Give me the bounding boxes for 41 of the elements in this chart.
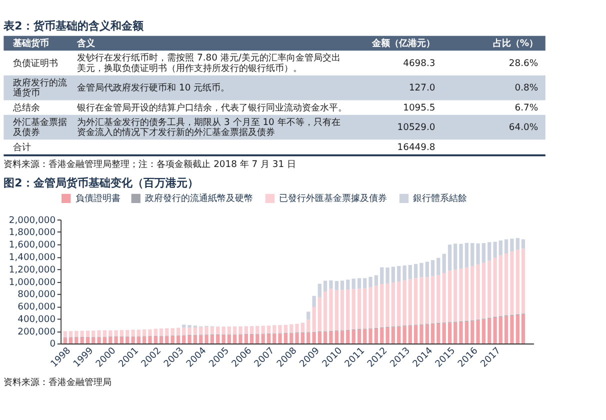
text: 表2：货币基础的含义和金额 — [2, 20, 144, 33]
y-tick-label: 600,000 — [18, 302, 56, 313]
text: 占比（%） — [492, 38, 538, 50]
text: 0.8% — [514, 82, 538, 94]
legend-label: 銀行體系結餘 — [413, 193, 468, 204]
text: 10529.0 — [397, 122, 436, 134]
chart-title: 图2：金管局货币基础变化（百万港元） — [4, 176, 198, 190]
y-tick-label: 1,600,000 — [8, 240, 56, 251]
text: 资料来源：香港金融管理局整理；注：各项金额截止 2018 年 7 月 31 日 — [4, 159, 296, 170]
y-tick-label: 400,000 — [18, 314, 56, 325]
y-tick-label: 0 — [50, 338, 56, 350]
legend-label: 已發行外匯基金票據及債券 — [279, 193, 388, 204]
text: 政府发行的流通货币 — [12, 78, 67, 99]
text: 总结余 — [12, 102, 40, 114]
text: 28.6% — [508, 58, 538, 69]
text: 外汇基金票据及债券 — [12, 116, 67, 138]
text: 1095.5 — [403, 102, 436, 114]
text: 为外汇基金发行的债务工具，期限从 3 个月至 10 年不等，只有在资金流入的情况下才发行新的外汇基金票据及债券 — [77, 116, 340, 138]
text: 6.7% — [514, 102, 538, 114]
legend-label: 負債證明書 — [75, 193, 120, 204]
y-tick-label: 1,000,000 — [8, 276, 56, 288]
y-tick-label: 200,000 — [18, 326, 56, 338]
y-tick-label: 1,800,000 — [8, 227, 56, 238]
text: 发钞行在发行纸币时，需按照 7.80 港元/美元的汇率向金管局交出美元，换取负债证明书（用作支持所发行的银行纸币）。 — [77, 52, 340, 74]
text: 16449.8 — [397, 142, 436, 153]
text: 银行在金管局开设的结算户口结余，代表了银行同业流动资金水平。 — [76, 102, 348, 114]
text: 64.0% — [508, 122, 538, 134]
text: 金管局代政府发行硬币和 10 元纸币。 — [77, 82, 230, 94]
y-tick-label: 2,000,000 — [8, 214, 56, 226]
y-tick-label: 800,000 — [18, 289, 56, 300]
text: 含义 — [76, 38, 96, 50]
text: 合计 — [12, 142, 31, 153]
text: 4698.3 — [403, 58, 436, 69]
text: 金额（亿港元） — [371, 38, 436, 50]
text: 127.0 — [408, 82, 436, 94]
y-tick-label: 1,200,000 — [8, 264, 56, 276]
legend-label: 政府發行的流通紙幣及硬幣 — [145, 193, 254, 204]
text: 负债证明书 — [12, 58, 58, 69]
text: 资料来源：香港金融管理局 — [4, 376, 112, 388]
text: 基础货币 — [12, 38, 49, 50]
y-tick-label: 1,400,000 — [8, 252, 56, 263]
